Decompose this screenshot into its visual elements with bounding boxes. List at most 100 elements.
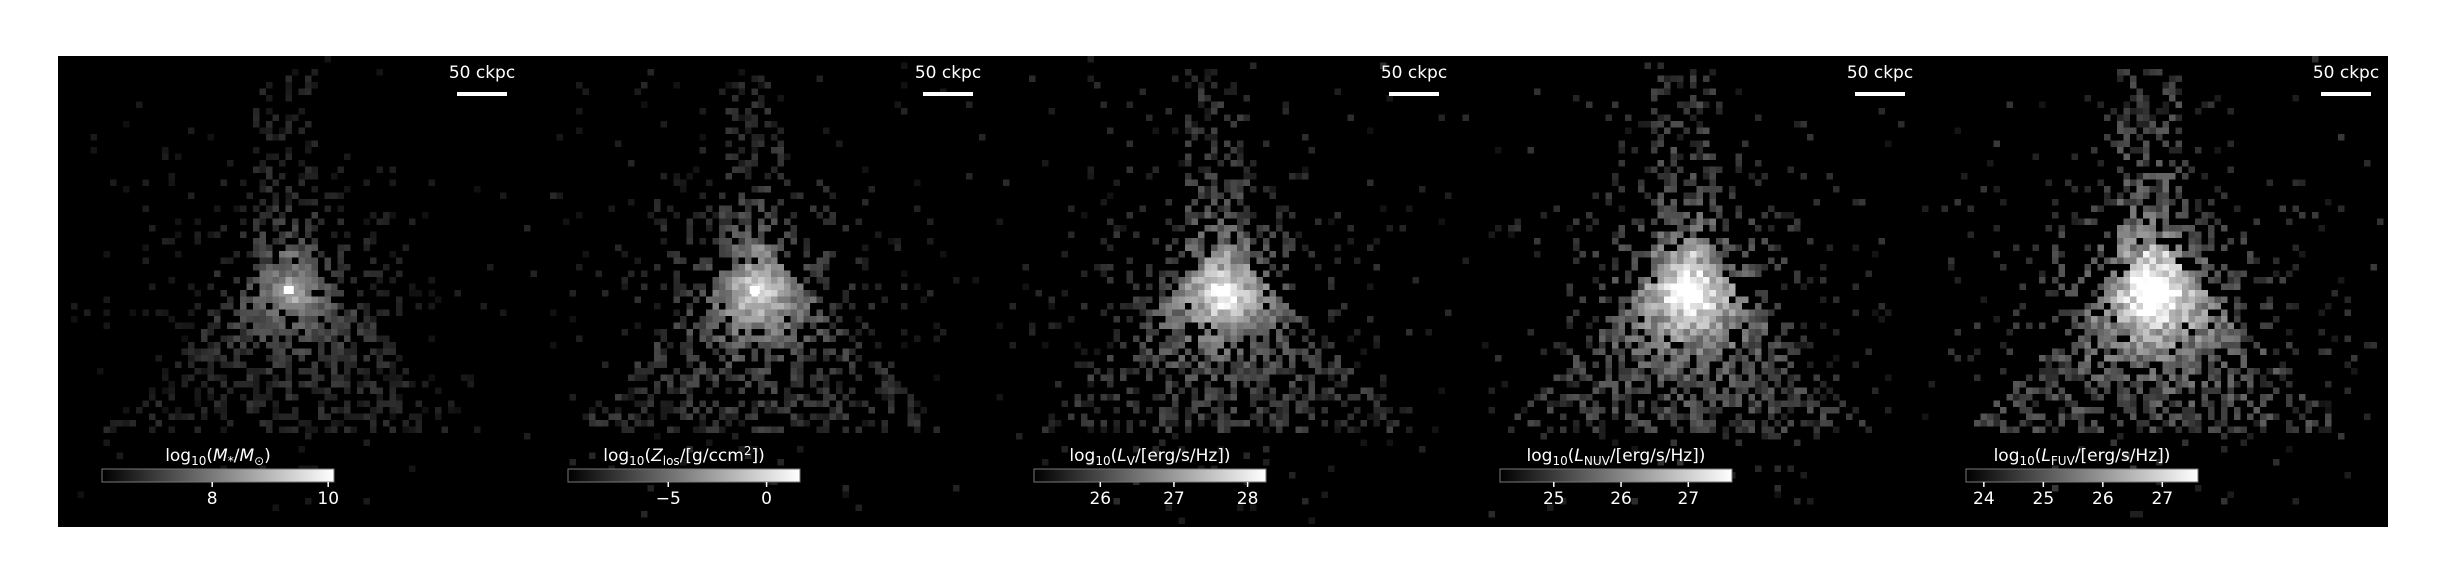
pixel bbox=[1703, 309, 1710, 316]
pixel bbox=[2175, 413, 2182, 420]
pixel bbox=[298, 355, 305, 362]
pixel bbox=[771, 400, 778, 407]
label-part: 10 bbox=[1095, 454, 1110, 468]
pixel bbox=[2208, 244, 2215, 251]
pixel bbox=[389, 387, 396, 394]
pixel bbox=[706, 218, 713, 225]
pixel bbox=[1664, 82, 1671, 89]
pixel bbox=[1638, 218, 1645, 225]
pixel bbox=[706, 407, 713, 414]
pixel bbox=[1729, 309, 1736, 316]
pixel bbox=[2149, 212, 2156, 219]
pixel bbox=[1716, 277, 1723, 284]
pixel bbox=[2143, 251, 2150, 258]
pixel bbox=[2130, 361, 2137, 368]
pixel bbox=[758, 257, 765, 264]
pixel bbox=[324, 309, 331, 316]
pixel bbox=[1042, 459, 1049, 466]
pixel bbox=[1438, 114, 1445, 121]
pixel bbox=[2149, 355, 2156, 362]
pixel bbox=[370, 420, 377, 427]
pixel bbox=[376, 218, 383, 225]
pixel bbox=[1813, 199, 1820, 206]
pixel bbox=[2162, 257, 2169, 264]
colorbar-tick-label: 25 bbox=[1543, 489, 1565, 509]
pixel bbox=[415, 290, 422, 297]
pixel bbox=[162, 238, 169, 245]
pixel bbox=[1709, 264, 1716, 271]
pixel bbox=[855, 316, 862, 323]
pixel bbox=[1191, 277, 1198, 284]
pixel bbox=[2201, 400, 2208, 407]
pixel bbox=[376, 309, 383, 316]
pixel bbox=[1599, 387, 1606, 394]
pixel bbox=[1774, 264, 1781, 271]
pixel bbox=[862, 322, 869, 329]
pixel bbox=[1250, 309, 1257, 316]
pixel bbox=[2214, 387, 2221, 394]
pixel bbox=[706, 225, 713, 232]
pixel bbox=[1334, 426, 1341, 433]
pixel bbox=[1178, 361, 1185, 368]
pixel bbox=[1696, 322, 1703, 329]
pixel bbox=[2000, 420, 2007, 427]
pixel bbox=[162, 368, 169, 375]
pixel bbox=[1651, 199, 1658, 206]
pixel bbox=[1074, 361, 1081, 368]
pixel bbox=[2162, 361, 2169, 368]
pixel bbox=[2260, 420, 2267, 427]
pixel bbox=[1761, 381, 1768, 388]
pixel bbox=[1690, 322, 1697, 329]
pixel bbox=[1243, 257, 1250, 264]
pixel bbox=[647, 368, 654, 375]
pixel bbox=[699, 368, 706, 375]
pixel bbox=[758, 368, 765, 375]
pixel bbox=[719, 316, 726, 323]
pixel bbox=[1755, 114, 1762, 121]
pixel bbox=[816, 212, 823, 219]
pixel bbox=[816, 413, 823, 420]
pixel bbox=[1807, 498, 1814, 505]
pixel bbox=[1974, 348, 1981, 355]
pixel bbox=[1703, 290, 1710, 297]
pixel bbox=[1800, 420, 1807, 427]
pixel bbox=[240, 303, 247, 310]
pixel bbox=[2039, 387, 2046, 394]
pixel bbox=[751, 75, 758, 82]
pixel bbox=[2143, 192, 2150, 199]
pixel bbox=[266, 186, 273, 193]
pixel bbox=[259, 277, 266, 284]
colorbar bbox=[1965, 468, 2199, 483]
pixel bbox=[2097, 296, 2104, 303]
pixel bbox=[758, 140, 765, 147]
pixel bbox=[1664, 277, 1671, 284]
pixel bbox=[1256, 231, 1263, 238]
pixel bbox=[1928, 381, 1935, 388]
pixel bbox=[311, 270, 318, 277]
pixel bbox=[1599, 335, 1606, 342]
pixel bbox=[467, 381, 474, 388]
pixel bbox=[1625, 335, 1632, 342]
pixel bbox=[2097, 426, 2104, 433]
pixel bbox=[318, 251, 325, 258]
pixel bbox=[1204, 134, 1211, 141]
pixel bbox=[1462, 257, 1469, 264]
pixel bbox=[1172, 420, 1179, 427]
pixel bbox=[2169, 82, 2176, 89]
pixel bbox=[2117, 374, 2124, 381]
pixel bbox=[1172, 394, 1179, 401]
pixel bbox=[725, 205, 732, 212]
pixel bbox=[220, 361, 227, 368]
pixel bbox=[1768, 348, 1775, 355]
pixel bbox=[1638, 400, 1645, 407]
pixel bbox=[2019, 303, 2026, 310]
pixel bbox=[2130, 75, 2137, 82]
pixel bbox=[1185, 244, 1192, 251]
pixel bbox=[2058, 225, 2065, 232]
pixel bbox=[2253, 342, 2260, 349]
pixel bbox=[2123, 225, 2130, 232]
pixel bbox=[1690, 368, 1697, 375]
pixel bbox=[1618, 140, 1625, 147]
pixel bbox=[259, 296, 266, 303]
pixel bbox=[1315, 355, 1322, 362]
